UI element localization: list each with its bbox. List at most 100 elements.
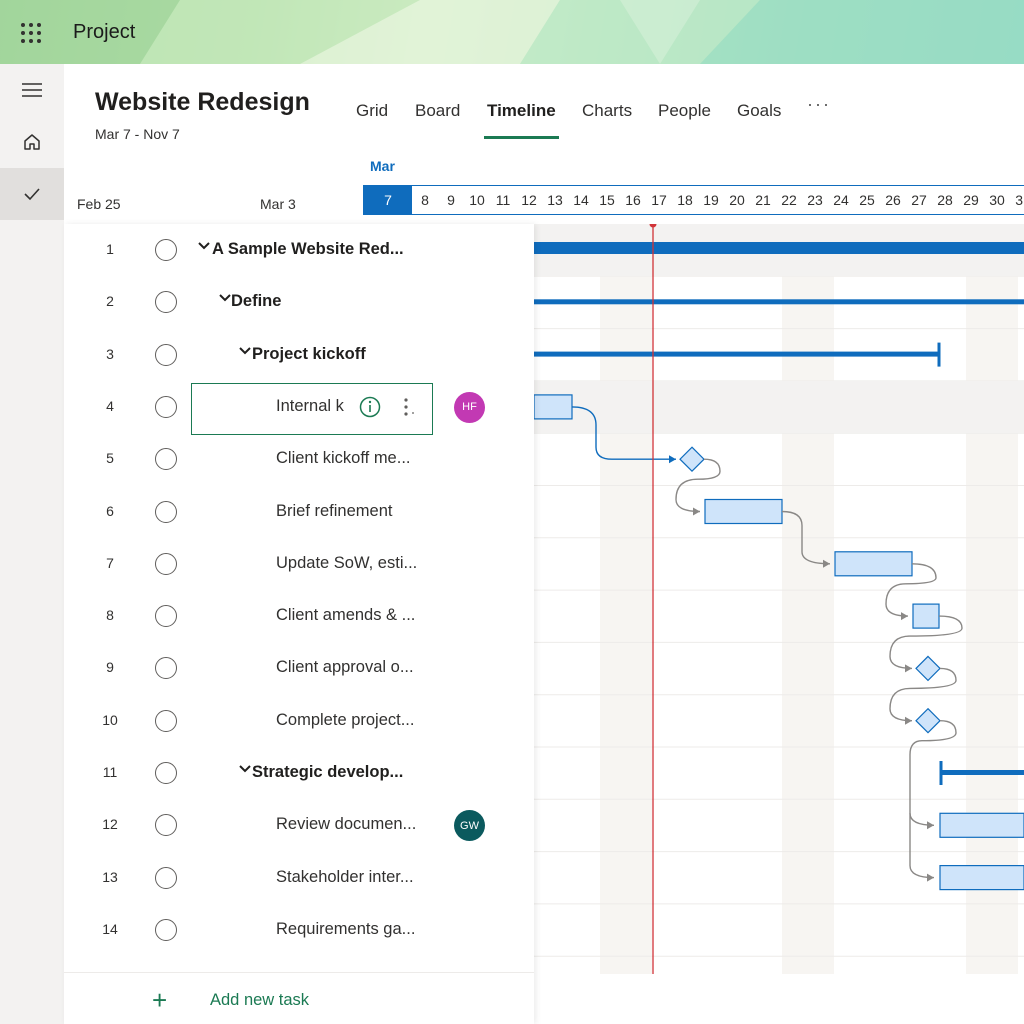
row-number: 8 bbox=[106, 607, 114, 624]
task-bar bbox=[912, 603, 940, 629]
add-task-label[interactable]: Add new task bbox=[210, 991, 310, 1009]
task-name[interactable]: Strategic develop... bbox=[252, 763, 404, 781]
my-tasks-check-icon[interactable] bbox=[0, 168, 64, 220]
dependency-arrow bbox=[927, 873, 934, 882]
task-name[interactable]: Update SoW, esti... bbox=[276, 553, 418, 572]
tab-goals[interactable]: Goals bbox=[737, 101, 782, 120]
weekend-band bbox=[600, 224, 652, 974]
complete-task-checkbox[interactable] bbox=[155, 500, 177, 523]
task-row[interactable]: 11 Strategic develop... bbox=[64, 747, 534, 799]
complete-task-checkbox[interactable] bbox=[155, 395, 177, 418]
complete-task-checkbox[interactable] bbox=[155, 709, 177, 732]
row-number: 3 bbox=[106, 345, 114, 362]
day-cell: 10 bbox=[469, 192, 485, 208]
task-name[interactable]: Stakeholder inter... bbox=[276, 867, 414, 886]
chevron-down-icon[interactable] bbox=[218, 291, 232, 305]
task-name[interactable]: Project kickoff bbox=[252, 344, 366, 363]
task-row[interactable]: 13 Stakeholder inter... bbox=[64, 852, 534, 904]
header-background bbox=[0, 0, 1024, 64]
complete-task-checkbox[interactable] bbox=[155, 918, 177, 941]
summary-bar bbox=[534, 351, 939, 357]
milestone-diamond bbox=[915, 707, 941, 734]
row-number: 7 bbox=[106, 554, 114, 571]
dependency-arrow bbox=[823, 559, 830, 568]
task-bar bbox=[939, 812, 1024, 838]
summary-bar bbox=[534, 299, 1024, 305]
complete-task-checkbox[interactable] bbox=[155, 657, 177, 680]
project-title: Website Redesign bbox=[95, 88, 310, 116]
task-row[interactable]: 6 Brief refinement bbox=[64, 486, 534, 538]
task-name[interactable]: Complete project... bbox=[276, 710, 415, 729]
task-row[interactable]: 12 Review documen... GW bbox=[64, 799, 534, 851]
complete-task-checkbox[interactable] bbox=[155, 448, 177, 471]
dependency-line bbox=[889, 615, 963, 670]
complete-task-checkbox[interactable] bbox=[155, 866, 177, 889]
dependency-arrow bbox=[669, 455, 676, 464]
tab-charts[interactable]: Charts bbox=[582, 101, 633, 120]
task-name[interactable]: Internal k bbox=[276, 396, 344, 415]
task-row[interactable]: 1 A Sample Website Red... bbox=[64, 224, 534, 276]
app-header: Project bbox=[0, 0, 1024, 64]
row-number: 1 bbox=[106, 241, 114, 257]
row-number: 13 bbox=[102, 868, 118, 885]
task-row[interactable]: 9 Client approval o... bbox=[64, 642, 534, 694]
task-row[interactable]: 3 Project kickoff bbox=[64, 329, 534, 381]
complete-task-checkbox[interactable] bbox=[155, 762, 177, 784]
chevron-down-icon[interactable] bbox=[197, 239, 211, 253]
chevron-down-icon[interactable] bbox=[238, 762, 252, 776]
task-name-editor[interactable] bbox=[191, 382, 433, 435]
day-cell: 19 bbox=[703, 192, 719, 208]
chevron-down-icon[interactable] bbox=[238, 344, 252, 358]
task-name[interactable]: Requirements ga... bbox=[276, 919, 416, 938]
tab-board[interactable]: Board bbox=[415, 101, 461, 120]
assignee-avatar[interactable]: HF bbox=[454, 391, 485, 423]
more-tabs-button[interactable]: ··· bbox=[807, 94, 831, 114]
milestone-diamond bbox=[679, 446, 705, 473]
complete-task-checkbox[interactable] bbox=[155, 605, 177, 628]
complete-task-checkbox[interactable] bbox=[155, 239, 177, 261]
assignee-avatar[interactable]: GW bbox=[454, 810, 485, 842]
day-cell: 9 bbox=[447, 192, 455, 208]
gantt-chart bbox=[533, 224, 1024, 974]
complete-task-checkbox[interactable] bbox=[155, 291, 177, 314]
complete-task-checkbox[interactable] bbox=[155, 814, 177, 837]
row-number: 14 bbox=[102, 920, 118, 937]
weekend-band bbox=[782, 224, 834, 974]
more-options-icon[interactable] bbox=[398, 396, 414, 418]
tab-timeline[interactable]: Timeline bbox=[487, 101, 556, 120]
task-name[interactable]: Define bbox=[231, 292, 282, 311]
dependency-line bbox=[909, 720, 957, 879]
day-strip: 7 8 9 10 11 12 13 14 15 16 17 18 19 20 21 22 23 24 25 26 27 2… bbox=[363, 185, 1024, 215]
dependency-line bbox=[675, 458, 721, 513]
home-icon[interactable] bbox=[0, 116, 64, 168]
task-row[interactable]: 14 Requirements ga... bbox=[64, 904, 534, 956]
task-row[interactable]: 2 Define bbox=[64, 276, 534, 328]
complete-task-checkbox[interactable] bbox=[155, 343, 177, 366]
task-row[interactable]: 8 Client amends & ... bbox=[64, 590, 534, 642]
task-name[interactable]: Review documen... bbox=[276, 815, 417, 834]
task-name[interactable]: Client amends & ... bbox=[276, 606, 416, 625]
day-cell: 23 bbox=[807, 192, 823, 208]
day-cell: 22 bbox=[781, 192, 797, 208]
plus-icon: + bbox=[152, 985, 168, 1015]
task-name[interactable]: Client kickoff me... bbox=[276, 449, 411, 468]
current-date-marker bbox=[649, 224, 657, 228]
task-row[interactable]: 7 Update SoW, esti... bbox=[64, 538, 534, 590]
task-name[interactable]: A Sample Website Red... bbox=[212, 240, 404, 258]
task-name[interactable]: Brief refinement bbox=[276, 501, 393, 520]
add-task-row[interactable]: + Add new task bbox=[64, 972, 534, 1024]
week-label: Feb 25 bbox=[77, 196, 121, 212]
app-launcher-icon[interactable] bbox=[20, 22, 42, 44]
day-cell: 30 bbox=[989, 192, 1005, 208]
task-row[interactable]: 4 Internal k HF bbox=[64, 381, 534, 435]
active-tab-indicator bbox=[484, 136, 559, 139]
task-name[interactable]: Client approval o... bbox=[276, 658, 414, 677]
hamburger-menu-icon[interactable] bbox=[0, 64, 64, 116]
task-row[interactable]: 10 Complete project... bbox=[64, 695, 534, 747]
tab-people[interactable]: People bbox=[658, 101, 711, 120]
task-row[interactable]: 5 Client kickoff me... bbox=[64, 433, 534, 485]
day-cell: 17 bbox=[651, 192, 667, 208]
complete-task-checkbox[interactable] bbox=[155, 552, 177, 575]
tab-grid[interactable]: Grid bbox=[356, 101, 389, 120]
info-icon[interactable] bbox=[359, 396, 381, 418]
